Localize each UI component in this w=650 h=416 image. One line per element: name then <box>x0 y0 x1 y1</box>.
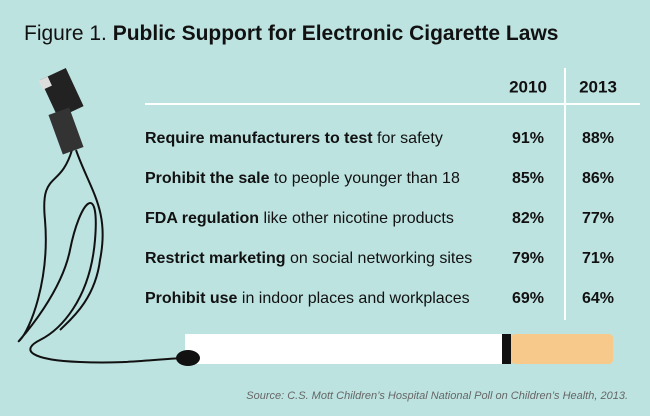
cell-value: 77% <box>582 210 614 227</box>
figure-title: Public Support for Electronic Cigarette … <box>113 22 559 45</box>
row-label: Restrict marketing on social networking … <box>145 250 472 267</box>
cell-value: 82% <box>512 210 544 227</box>
row-label: Prohibit use in indoor places and workpl… <box>145 290 470 307</box>
figure-label: Figure 1. <box>24 22 107 45</box>
cell-value: 64% <box>582 290 614 307</box>
cell-value: 88% <box>582 130 614 147</box>
cell-value: 91% <box>512 130 544 147</box>
row-label-rest: to people younger than 18 <box>269 170 459 187</box>
column-header: 2010 <box>509 77 547 96</box>
cell-value: 85% <box>512 170 544 187</box>
cell-value: 86% <box>582 170 614 187</box>
cell-value: 79% <box>512 250 544 267</box>
row-label-bold: FDA regulation <box>145 210 259 227</box>
row-label-rest: in indoor places and workplaces <box>237 290 469 307</box>
cell-value: 69% <box>512 290 544 307</box>
row-label-bold: Prohibit use <box>145 290 238 307</box>
cigarette <box>176 334 613 366</box>
e-cigarette-cable <box>17 149 183 364</box>
row-label-rest: on social networking sites <box>286 250 473 267</box>
row-label-bold: Prohibit the sale <box>145 170 270 187</box>
row-label-rest: like other nicotine products <box>259 210 454 227</box>
usb-plug <box>38 68 84 155</box>
row-label: Require manufacturers to test for safety <box>145 130 443 147</box>
title: Figure 1. Public Support for Electronic … <box>24 22 558 45</box>
row-label-rest: for safety <box>373 130 443 147</box>
row-label-bold: Require manufacturers to test <box>145 130 373 147</box>
table: 2010 2013 Require manufacturers to test fo… <box>145 77 617 307</box>
cell-value: 71% <box>582 250 614 267</box>
column-header: 2013 <box>579 77 617 96</box>
source-note: Source: C.S. Mott Children’s Hospital Na… <box>246 390 628 402</box>
row-label-bold: Restrict marketing <box>145 250 286 267</box>
row-label: FDA regulation like other nicotine produ… <box>145 210 454 227</box>
row-label: Prohibit the sale to people younger than… <box>145 170 460 187</box>
